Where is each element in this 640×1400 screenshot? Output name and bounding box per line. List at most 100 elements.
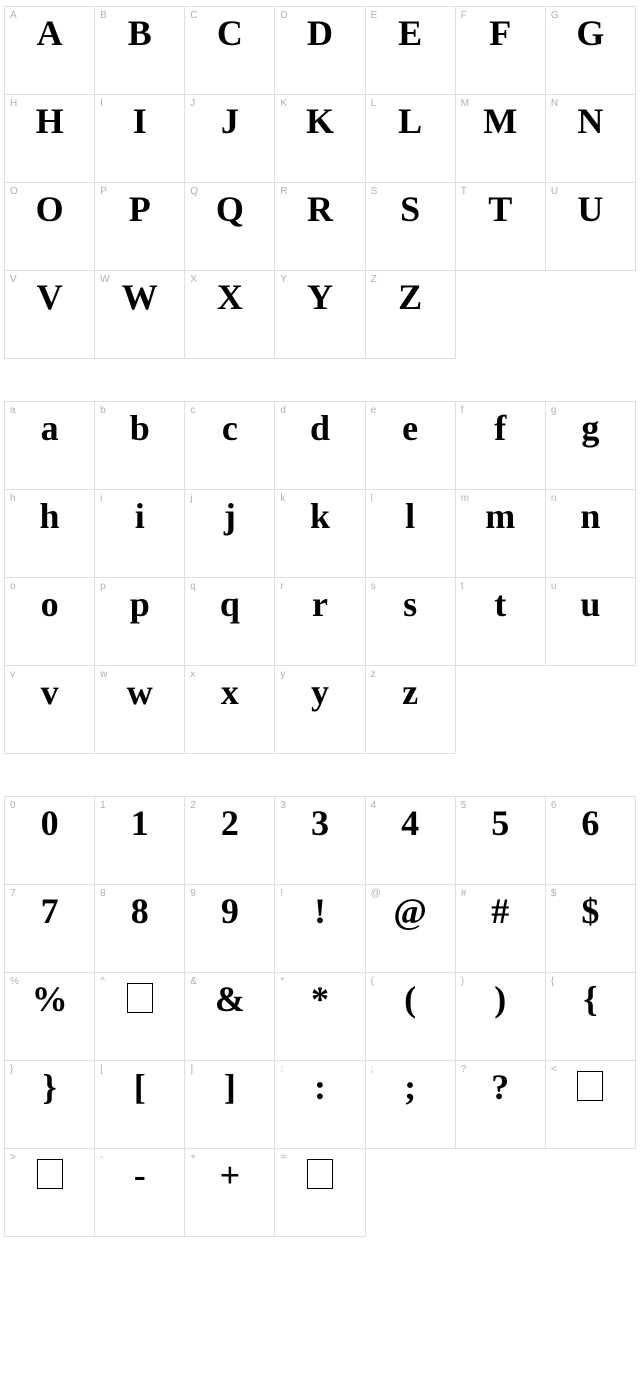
section-lowercase: aabbccddeeffgghhiijjkkllmmnnooppqqrrsstt… [4, 401, 636, 754]
blank-cell [546, 1149, 636, 1237]
glyph-display: % [5, 981, 94, 1017]
font-character-map: AABBCCDDEEFFGGHHIIJJKKLLMMNNOOPPQQRRSSTT… [0, 0, 640, 1237]
glyph-display: T [456, 191, 545, 227]
glyph-display: v [5, 674, 94, 710]
glyph-display: { [546, 981, 635, 1017]
glyph-display: 6 [546, 805, 635, 841]
glyph-cell: %% [5, 973, 95, 1061]
glyph-cell: JJ [185, 95, 275, 183]
glyph-cell: DD [275, 7, 365, 95]
glyph-cell: 88 [95, 885, 185, 973]
glyph-display: J [185, 103, 274, 139]
blank-cell [456, 1149, 546, 1237]
glyph-cell: xx [185, 666, 275, 754]
glyph-display: 4 [366, 805, 455, 841]
glyph-cell: ii [95, 490, 185, 578]
glyph-display: G [546, 15, 635, 51]
blank-cell [456, 666, 546, 754]
glyph-cell: 55 [456, 797, 546, 885]
glyph-cell: NN [546, 95, 636, 183]
glyph-display: 2 [185, 805, 274, 841]
glyph-display: 5 [456, 805, 545, 841]
glyph-display [546, 1069, 635, 1105]
glyph-cell: 22 [185, 797, 275, 885]
glyph-cell: rr [275, 578, 365, 666]
glyph-display: R [275, 191, 364, 227]
glyph-display: f [456, 410, 545, 446]
glyph-display: e [366, 410, 455, 446]
glyph-display: 8 [95, 893, 184, 929]
glyph-display: ( [366, 981, 455, 1017]
glyph-display: } [5, 1069, 94, 1105]
glyph-display: X [185, 279, 274, 315]
glyph-cell: && [185, 973, 275, 1061]
glyph-cell: MM [456, 95, 546, 183]
glyph-cell: jj [185, 490, 275, 578]
glyph-cell: kk [275, 490, 365, 578]
glyph-display: C [185, 15, 274, 51]
glyph-display: n [546, 498, 635, 534]
glyph-cell: = [275, 1149, 365, 1237]
glyph-cell: bb [95, 402, 185, 490]
glyph-display: Q [185, 191, 274, 227]
glyph-cell: AA [5, 7, 95, 95]
glyph-cell: EE [366, 7, 456, 95]
glyph-display: b [95, 410, 184, 446]
glyph-display: 1 [95, 805, 184, 841]
glyph-cell: YY [275, 271, 365, 359]
glyph-display: ? [456, 1069, 545, 1105]
glyph-display: A [5, 15, 94, 51]
glyph-cell: OO [5, 183, 95, 271]
blank-cell [366, 1149, 456, 1237]
glyph-display: S [366, 191, 455, 227]
glyph-display: a [5, 410, 94, 446]
glyph-cell: < [546, 1061, 636, 1149]
glyph-cell: ee [366, 402, 456, 490]
glyph-display: - [95, 1157, 184, 1193]
glyph-display: w [95, 674, 184, 710]
glyph-cell: QQ [185, 183, 275, 271]
glyph-display: D [275, 15, 364, 51]
blank-cell [546, 666, 636, 754]
glyph-display: r [275, 586, 364, 622]
glyph-display: Y [275, 279, 364, 315]
glyph-display [95, 981, 184, 1017]
glyph-display: H [5, 103, 94, 139]
glyph-display: 0 [5, 805, 94, 841]
glyph-display: I [95, 103, 184, 139]
glyph-display: P [95, 191, 184, 227]
glyph-display: c [185, 410, 274, 446]
glyph-cell: )) [456, 973, 546, 1061]
glyph-display: [ [95, 1069, 184, 1105]
glyph-cell: ## [456, 885, 546, 973]
glyph-cell: mm [456, 490, 546, 578]
glyph-cell: RR [275, 183, 365, 271]
glyph-display: j [185, 498, 274, 534]
glyph-cell: 66 [546, 797, 636, 885]
glyph-display: & [185, 981, 274, 1017]
glyph-display: p [95, 586, 184, 622]
glyph-cell: gg [546, 402, 636, 490]
glyph-cell: qq [185, 578, 275, 666]
glyph-display: 3 [275, 805, 364, 841]
glyph-display: + [185, 1157, 274, 1193]
glyph-display: ) [456, 981, 545, 1017]
glyph-cell: zz [366, 666, 456, 754]
glyph-cell: LL [366, 95, 456, 183]
glyph-cell: vv [5, 666, 95, 754]
glyph-cell: 33 [275, 797, 365, 885]
glyph-cell: II [95, 95, 185, 183]
glyph-cell: uu [546, 578, 636, 666]
glyph-cell: HH [5, 95, 95, 183]
glyph-cell: {{ [546, 973, 636, 1061]
glyph-display: M [456, 103, 545, 139]
glyph-cell: ss [366, 578, 456, 666]
glyph-display: : [275, 1069, 364, 1105]
glyph-cell: nn [546, 490, 636, 578]
glyph-display: N [546, 103, 635, 139]
glyph-cell: CC [185, 7, 275, 95]
glyph-display: W [95, 279, 184, 315]
blank-cell [546, 271, 636, 359]
glyph-display: @ [366, 893, 455, 929]
glyph-cell: GG [546, 7, 636, 95]
